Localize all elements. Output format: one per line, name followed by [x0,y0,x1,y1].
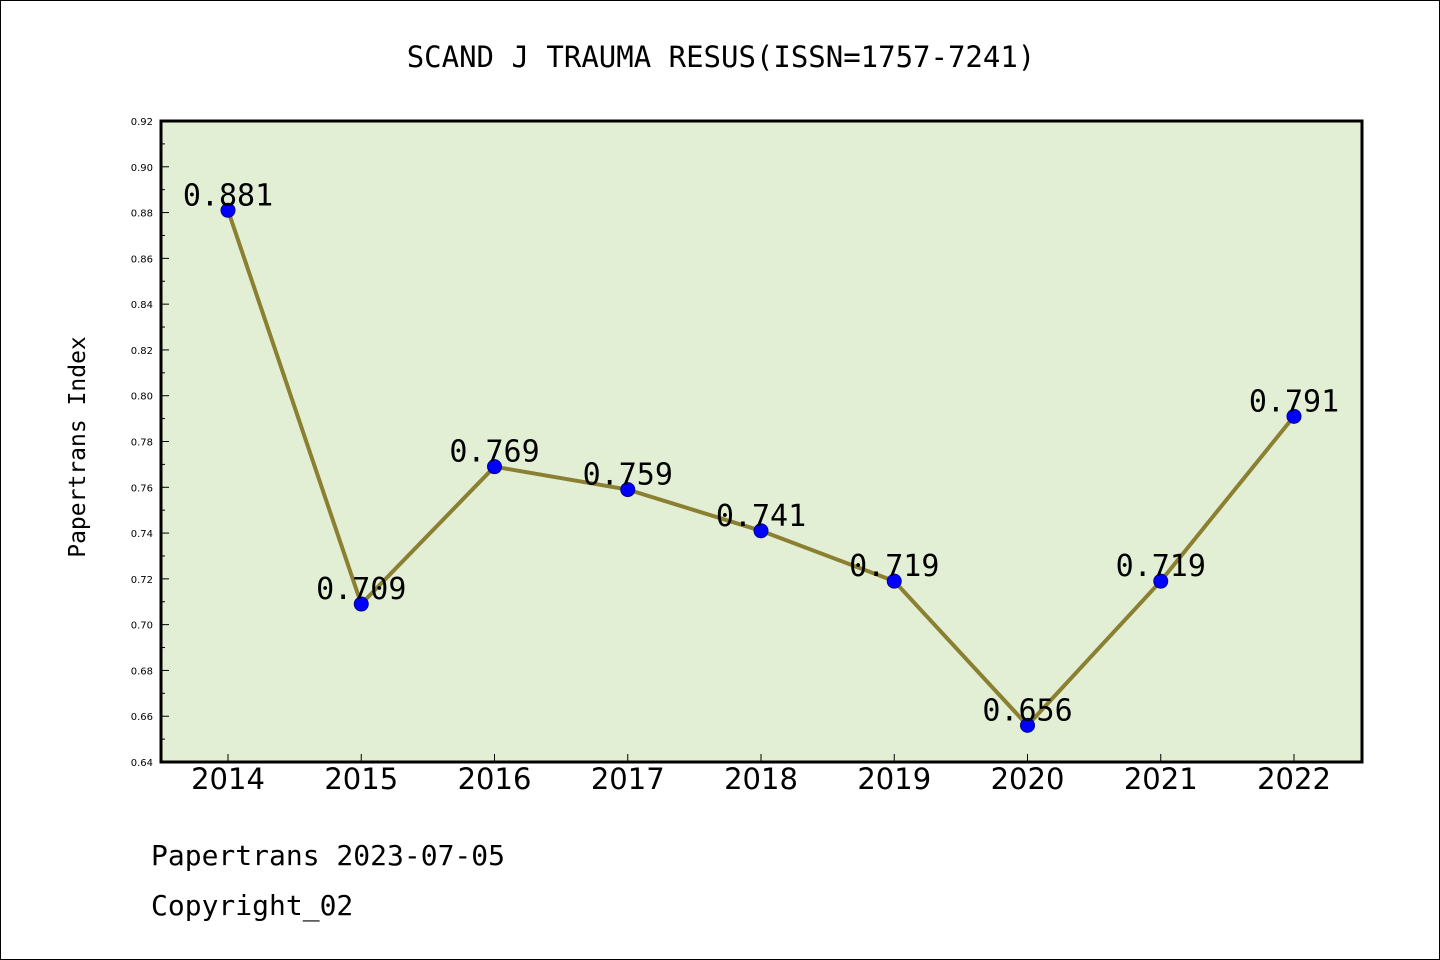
data-point [1153,573,1169,589]
footer-copyright: Copyright_02 [151,889,353,923]
x-tick-label: 2020 [991,762,1065,796]
y-tick-label: 0.88 [131,209,153,220]
series-group: 0.881 0.709 0.769 0.759 0.741 0.719 0.656 0.719… [183,178,1339,733]
data-point [1020,717,1035,733]
y-tick-label: 0.82 [131,346,153,357]
data-label: 0.709 [316,572,406,607]
y-tick-label: 0.90 [131,163,153,174]
y-axis-label: Papertrans Index [65,336,91,558]
y-tick-label: 0.92 [131,117,153,128]
footer-date: Papertrans 2023-07-05 [151,839,505,872]
plot-area [161,121,1362,762]
x-axis-ticks: 2014 2015 2016 2017 2018 2019 2020 2021 2022 [191,754,1331,796]
data-label: 0.656 [982,693,1072,728]
data-label: 0.741 [716,499,806,534]
y-tick-label: 0.72 [131,575,153,586]
data-point [353,596,369,612]
data-label: 0.719 [849,549,939,584]
x-tick-label: 2021 [1124,762,1198,796]
x-tick-label: 2022 [1257,762,1331,796]
data-label: 0.881 [183,178,273,213]
x-tick-label: 2017 [591,762,665,796]
data-point [620,482,636,498]
y-tick-label: 0.84 [131,300,153,311]
data-point [487,459,502,475]
data-label: 0.769 [449,435,539,470]
y-tick-label: 0.66 [131,712,153,723]
chart-title: SCAND J TRAUMA RESUS(ISSN=1757-7241) [407,40,1036,74]
y-tick-label: 0.86 [131,254,153,265]
y-axis-ticks: 0.64 0.66 0.68 0.70 0.72 0.74 0.76 0.78 0.80 0.82… [131,117,169,769]
data-label: 0.719 [1116,549,1206,584]
y-tick-label: 0.68 [131,666,153,677]
y-tick-label: 0.64 [131,758,153,769]
y-tick-label: 0.78 [131,438,153,449]
x-tick-label: 2014 [191,762,265,796]
data-label: 0.759 [583,458,673,493]
data-label: 0.791 [1249,384,1339,419]
y-tick-label: 0.76 [131,483,153,494]
data-point [753,523,769,539]
x-tick-label: 2016 [458,762,532,796]
y-tick-label: 0.74 [131,529,153,540]
data-point [1286,408,1302,424]
plot-frame [159,119,1364,764]
y-tick-label: 0.80 [131,392,153,403]
x-tick-label: 2019 [857,762,931,796]
data-point [220,202,236,218]
data-point [886,573,902,589]
y-tick-label: 0.70 [131,621,153,632]
x-tick-label: 2018 [724,762,798,796]
x-tick-label: 2015 [324,762,398,796]
